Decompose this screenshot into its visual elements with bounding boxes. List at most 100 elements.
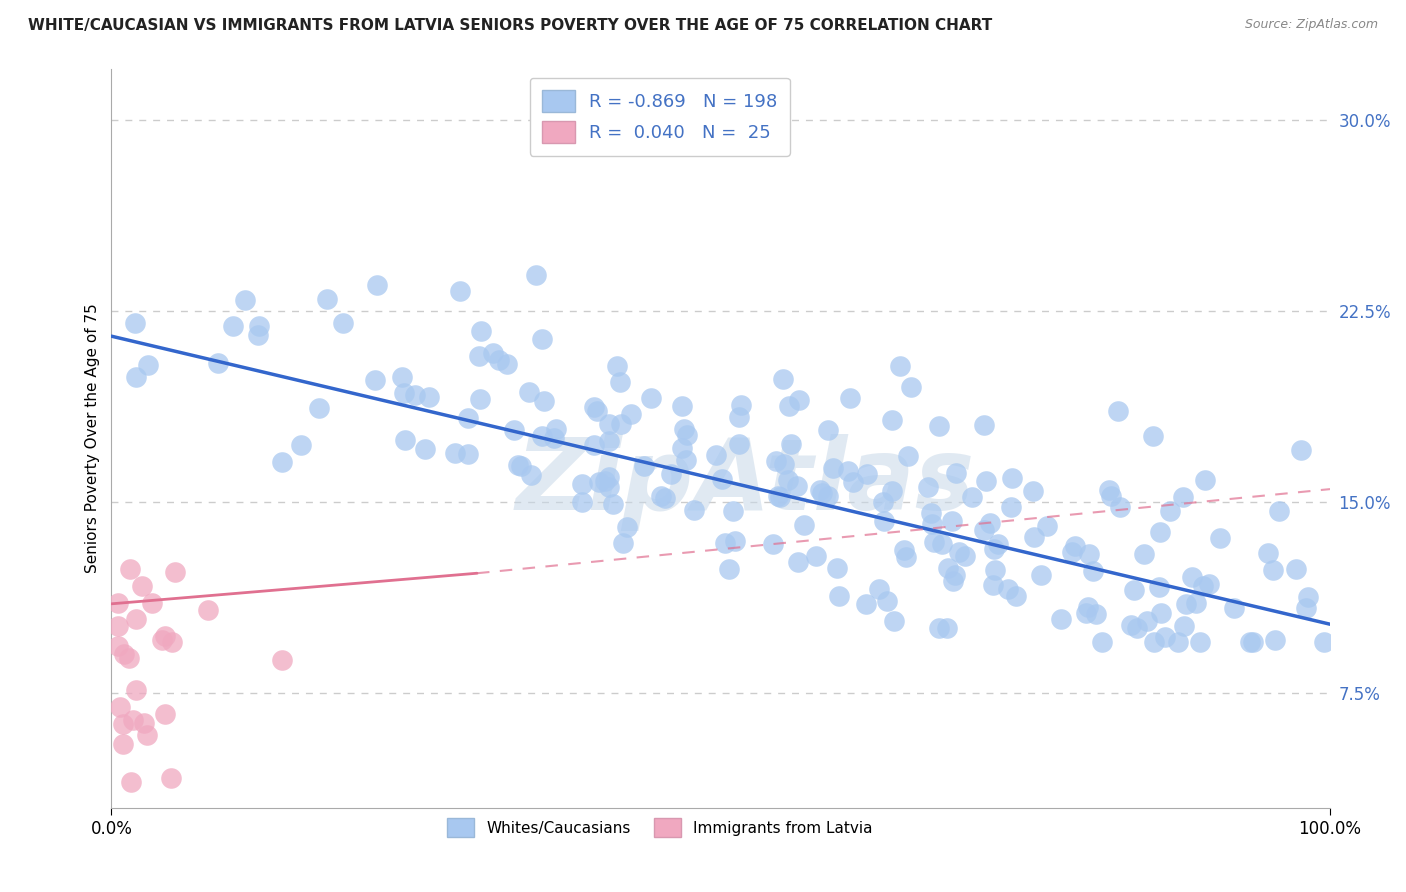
Point [676, 428, 699, 442]
Point [1143, 635, 1166, 649]
Point [449, 284, 471, 298]
Point [943, 567, 966, 582]
Point [842, 475, 865, 490]
Point [1126, 621, 1149, 635]
Point [973, 523, 995, 537]
Point [983, 542, 1005, 557]
Point [598, 434, 620, 449]
Point [1154, 631, 1177, 645]
Point [1063, 539, 1085, 553]
Point [987, 537, 1010, 551]
Point [769, 490, 792, 504]
Point [1263, 632, 1285, 647]
Point [122, 713, 145, 727]
Point [524, 268, 547, 283]
Point [404, 387, 426, 401]
Point [443, 445, 465, 459]
Point [948, 545, 970, 559]
Point [973, 417, 995, 432]
Point [135, 728, 157, 742]
Point [960, 490, 983, 504]
Point [766, 489, 789, 503]
Point [955, 549, 977, 563]
Point [717, 562, 740, 576]
Point [1001, 471, 1024, 485]
Point [533, 393, 555, 408]
Point [118, 562, 141, 576]
Point [509, 459, 531, 474]
Point [883, 614, 905, 628]
Point [153, 706, 176, 721]
Point [817, 423, 839, 437]
Point [983, 578, 1005, 592]
Point [517, 384, 540, 399]
Point [1000, 500, 1022, 515]
Point [928, 621, 950, 635]
Point [855, 597, 877, 611]
Point [772, 372, 794, 386]
Point [1192, 579, 1215, 593]
Point [1083, 564, 1105, 578]
Point [776, 473, 799, 487]
Point [787, 555, 810, 569]
Point [896, 550, 918, 565]
Point [650, 489, 672, 503]
Point [721, 504, 744, 518]
Point [233, 293, 256, 307]
Text: Source: ZipAtlas.com: Source: ZipAtlas.com [1244, 18, 1378, 31]
Point [1133, 547, 1156, 561]
Point [544, 422, 567, 436]
Point [470, 324, 492, 338]
Point [290, 438, 312, 452]
Point [1077, 547, 1099, 561]
Point [153, 629, 176, 643]
Point [470, 392, 492, 406]
Point [1241, 635, 1264, 649]
Point [711, 472, 734, 486]
Point [1289, 442, 1312, 457]
Point [131, 579, 153, 593]
Point [108, 699, 131, 714]
Point [880, 413, 903, 427]
Point [1136, 614, 1159, 628]
Point [609, 375, 631, 389]
Point [1004, 590, 1026, 604]
Point [1050, 612, 1073, 626]
Point [1295, 601, 1317, 615]
Point [921, 516, 943, 531]
Point [640, 391, 662, 405]
Point [112, 647, 135, 661]
Point [246, 328, 269, 343]
Point [1167, 635, 1189, 649]
Point [979, 516, 1001, 530]
Point [917, 480, 939, 494]
Point [1107, 404, 1129, 418]
Point [1150, 606, 1173, 620]
Point [616, 520, 638, 534]
Point [872, 514, 894, 528]
Point [984, 563, 1007, 577]
Point [974, 474, 997, 488]
Point [457, 447, 479, 461]
Point [612, 536, 634, 550]
Point [366, 277, 388, 292]
Point [920, 506, 942, 520]
Point [271, 455, 294, 469]
Point [107, 619, 129, 633]
Point [659, 467, 682, 482]
Point [1090, 635, 1112, 649]
Point [868, 582, 890, 596]
Text: ZipAtlas: ZipAtlas [516, 434, 974, 531]
Point [1267, 504, 1289, 518]
Point [160, 635, 183, 649]
Point [588, 475, 610, 489]
Point [935, 621, 957, 635]
Point [823, 461, 845, 475]
Point [1149, 524, 1171, 539]
Point [159, 772, 181, 786]
Point [839, 391, 862, 405]
Point [1171, 490, 1194, 504]
Point [543, 431, 565, 445]
Point [107, 596, 129, 610]
Point [530, 332, 553, 346]
